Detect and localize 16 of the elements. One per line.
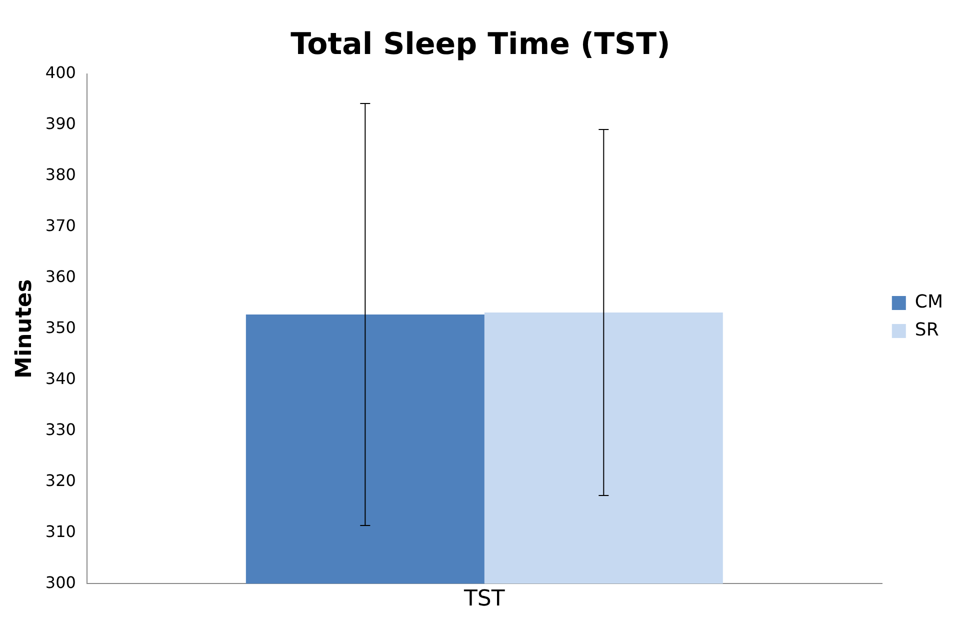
chart-title: Total Sleep Time (TST) xyxy=(290,26,670,62)
y-tick-label: 330 xyxy=(45,420,76,439)
y-tick-label: 390 xyxy=(45,114,76,134)
y-tick-label: 350 xyxy=(45,318,76,337)
legend-label: CM xyxy=(914,292,944,313)
y-tick-label: 370 xyxy=(45,216,76,236)
y-tick-label: 300 xyxy=(45,572,76,592)
y-tick-label: 310 xyxy=(45,522,76,541)
x-tick-label: TST xyxy=(463,586,506,612)
y-tick-label: 340 xyxy=(45,368,76,388)
y-axis-title: Minutes xyxy=(12,279,37,378)
y-tick-label: 400 xyxy=(45,63,76,82)
y-tick-label: 360 xyxy=(45,266,76,286)
y-tick-label: 320 xyxy=(45,470,76,490)
legend-label: SR xyxy=(914,320,939,341)
y-tick-label: 380 xyxy=(45,165,76,184)
